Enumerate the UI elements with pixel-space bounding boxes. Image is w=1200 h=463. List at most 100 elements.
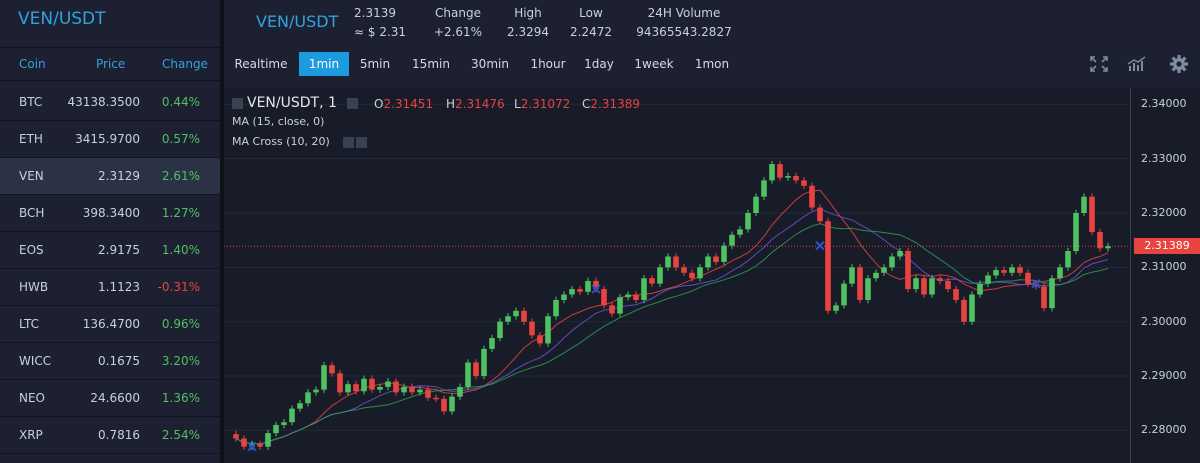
- coin-row-bch[interactable]: BCH 398.3400 1.27%: [0, 195, 220, 232]
- coin-change: 0.57%: [161, 132, 200, 146]
- change-stat: Change +2.61%: [424, 6, 492, 39]
- header-change[interactable]: Change: [162, 57, 208, 71]
- candle-body: [265, 433, 271, 447]
- low-value: 2.2472: [570, 25, 612, 39]
- candle-body: [801, 180, 807, 186]
- timeframe-1hour[interactable]: 1hour: [530, 57, 566, 71]
- candle-body: [969, 294, 975, 322]
- coin-row-hwb[interactable]: HWB 1.1123 -0.31%: [0, 269, 220, 306]
- coin-row-ven[interactable]: VEN 2.3129 2.61%: [0, 158, 220, 195]
- low-stat: Low 2.2472: [567, 6, 615, 39]
- coin-row-xrp[interactable]: XRP 0.7816 2.54%: [0, 417, 220, 454]
- coin-price: 43138.3500: [67, 95, 140, 109]
- header-coin[interactable]: Coin: [19, 57, 46, 71]
- low-ohlc-label: L: [514, 97, 521, 111]
- timeframe-5min[interactable]: 5min: [359, 57, 391, 71]
- low-ohlc-value: 2.31072: [520, 97, 571, 111]
- timeframe-1week[interactable]: 1week: [634, 57, 674, 71]
- timeframe-1min[interactable]: 1min: [299, 52, 349, 76]
- candle-body: [633, 294, 639, 300]
- candle-body: [257, 443, 263, 447]
- last-price-usd: ≈ $ 2.31: [354, 25, 407, 39]
- candle-body: [577, 289, 583, 292]
- coin-price: 1.1123: [98, 280, 140, 294]
- y-tick-label: 2.29000: [1141, 369, 1187, 383]
- candle-body: [993, 270, 999, 276]
- indicators-icon[interactable]: [1126, 54, 1148, 74]
- timeframe-30min[interactable]: 30min: [471, 57, 509, 71]
- panel-divider[interactable]: [220, 0, 224, 463]
- timeframe-realtime[interactable]: Realtime: [234, 57, 288, 71]
- candle-body: [537, 335, 543, 344]
- high-stat: High 2.3294: [504, 6, 552, 39]
- indicator-remove-icon[interactable]: [356, 136, 368, 148]
- indicator-settings-icon[interactable]: [343, 136, 355, 148]
- candle-body: [905, 251, 911, 290]
- pair-title: VEN/USDT: [256, 12, 339, 31]
- candle-body: [1057, 267, 1063, 279]
- settings-icon[interactable]: [1168, 54, 1190, 74]
- candlestick-chart[interactable]: VEN/USDT, 1 O2.31451 H2.31476 L2.31072 C…: [224, 88, 1200, 463]
- candle-body: [977, 283, 983, 295]
- candle-body: [233, 434, 239, 439]
- coin-row-btc[interactable]: BTC 43138.3500 0.44%: [0, 84, 220, 121]
- fullscreen-icon[interactable]: [1088, 54, 1110, 74]
- coin-row-neo[interactable]: NEO 24.6600 1.36%: [0, 380, 220, 417]
- volume-value: 94365543.2827: [636, 25, 732, 39]
- coin-price: 398.3400: [82, 206, 140, 220]
- candle-body: [361, 378, 367, 392]
- candlestick-plot[interactable]: [224, 88, 1130, 463]
- chart-toolbar: Realtime 1min 5min 15min 30min 1hour 1day 1week…: [224, 48, 1200, 80]
- y-tick-label: 2.33000: [1141, 151, 1187, 165]
- price-axis[interactable]: 2.34000 2.33000 2.32000 2.31000 2.30000 2.290…: [1130, 88, 1200, 463]
- candle-body: [385, 381, 391, 387]
- candle-body: [497, 321, 503, 338]
- candle-body: [793, 176, 799, 181]
- y-tick-label: 2.31000: [1141, 260, 1187, 274]
- candle-body: [665, 256, 671, 268]
- candle-body: [961, 299, 967, 322]
- timeframe-15min[interactable]: 15min: [412, 57, 450, 71]
- candle-body: [529, 321, 535, 336]
- coin-row-wicc[interactable]: WICC 0.1675 3.20%: [0, 343, 220, 380]
- ohlc-high: H2.31476: [446, 97, 505, 111]
- coin-row-ltc[interactable]: LTC 136.4700 0.96%: [0, 306, 220, 343]
- coin-symbol: VEN: [19, 169, 44, 183]
- candle-body: [241, 438, 247, 447]
- indicator-ma-cross[interactable]: MA Cross (10, 20): [232, 135, 368, 148]
- header-price[interactable]: Price: [96, 57, 126, 71]
- coin-price: 24.6600: [90, 391, 140, 405]
- coin-row-eos[interactable]: EOS 2.9175 1.40%: [0, 232, 220, 269]
- high-ohlc-label: H: [446, 97, 456, 111]
- collapse-legend-icon[interactable]: [232, 97, 243, 109]
- coin-symbol: EOS: [19, 243, 44, 257]
- indicator-ma[interactable]: MA (15, close, 0): [232, 115, 325, 128]
- close-ohlc-value: 2.31389: [590, 97, 641, 111]
- coin-symbol: ETH: [19, 132, 43, 146]
- coin-symbol: NEO: [19, 391, 46, 405]
- candle-body: [297, 403, 303, 409]
- coin-row-eth[interactable]: ETH 3415.9700 0.57%: [0, 121, 220, 158]
- candle-body: [945, 280, 951, 290]
- timeframe-1day[interactable]: 1day: [584, 57, 614, 71]
- ma-10-line: [235, 189, 1109, 445]
- candle-body: [425, 389, 431, 398]
- candle-body: [481, 348, 487, 377]
- candle-body: [1017, 267, 1023, 273]
- candle-body: [417, 389, 423, 393]
- last-price-value: 2.3139: [354, 6, 396, 20]
- candle-body: [1073, 213, 1079, 252]
- candle-body: [569, 289, 575, 295]
- candle-body: [817, 207, 823, 222]
- ma-cross-marker: [591, 284, 601, 294]
- candle-body: [1065, 251, 1071, 268]
- coin-symbol: LTC: [19, 317, 40, 331]
- legend-settings-icon[interactable]: [347, 97, 359, 109]
- candle-body: [697, 267, 703, 279]
- candle-body: [681, 267, 687, 273]
- open-value: 2.31451: [383, 97, 434, 111]
- coin-change: 2.54%: [161, 428, 200, 442]
- candle-body: [1001, 270, 1007, 273]
- timeframe-1mon[interactable]: 1mon: [694, 57, 730, 71]
- coin-price: 0.7816: [98, 428, 140, 442]
